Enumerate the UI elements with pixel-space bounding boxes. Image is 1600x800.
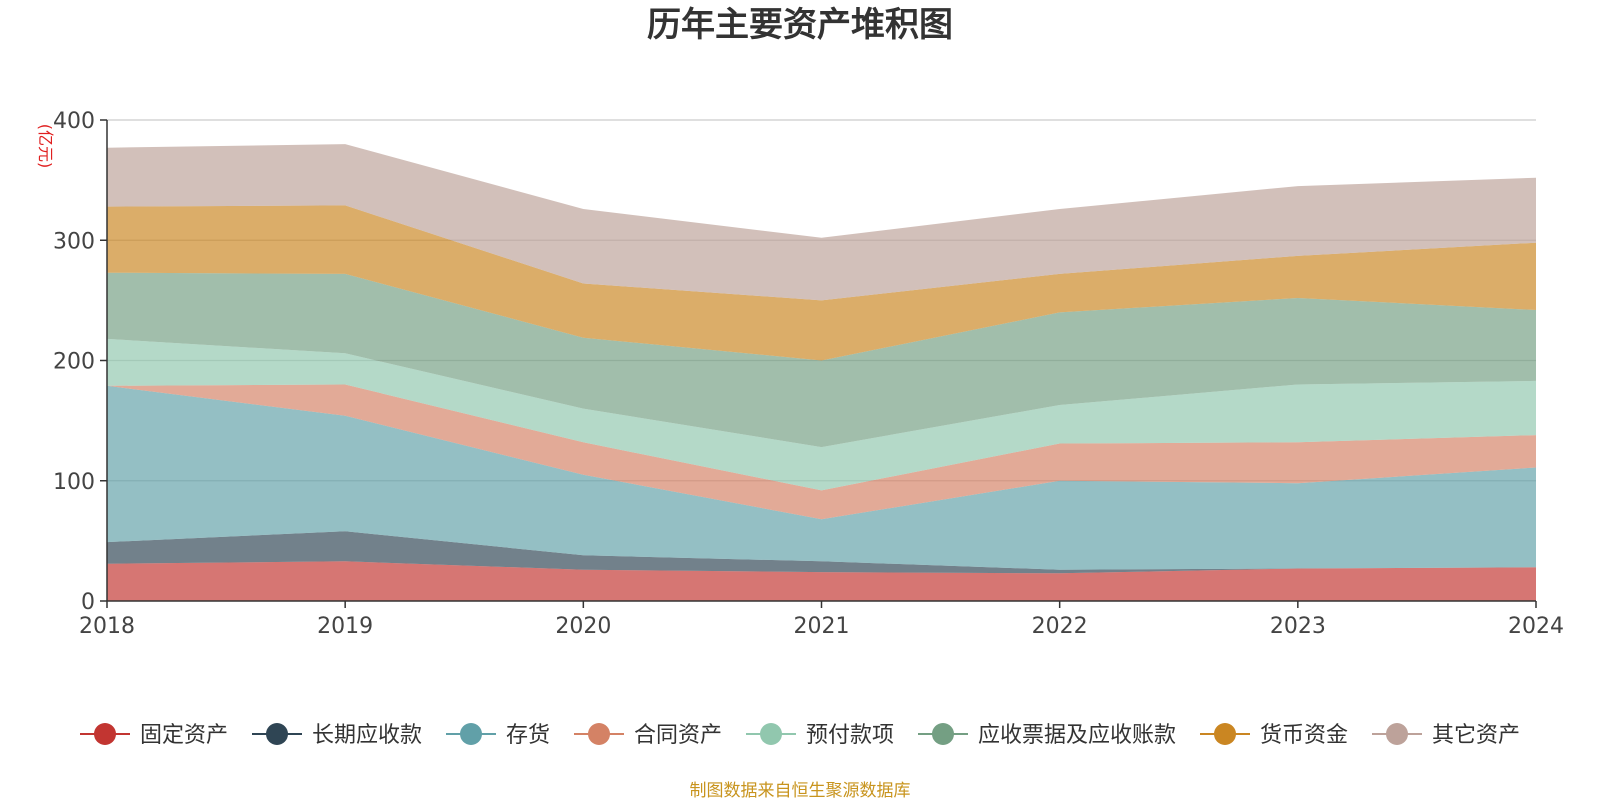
x-tick-label: 2023 <box>1270 614 1326 639</box>
legend-item-1[interactable]: 固定资产 <box>80 723 228 748</box>
legend-item-2[interactable]: 长期应收款 <box>252 723 422 748</box>
legend-label: 其它资产 <box>1432 723 1520 748</box>
chart-title: 历年主要资产堆积图 <box>647 5 953 45</box>
legend-item-5[interactable]: 预付款项 <box>746 723 894 748</box>
legend-label: 合同资产 <box>634 723 722 748</box>
legend-item-7[interactable]: 货币资金 <box>1200 723 1348 748</box>
legend-item-8[interactable]: 其它资产 <box>1372 723 1520 748</box>
legend-label: 货币资金 <box>1260 723 1348 748</box>
area-series-1[interactable] <box>107 561 1536 601</box>
legend-marker <box>588 723 610 745</box>
x-tick-label: 2020 <box>555 614 611 639</box>
data-source-note: 制图数据来自恒生聚源数据库 <box>690 781 911 800</box>
y-axis-unit: (亿元) <box>36 124 55 169</box>
legend-item-4[interactable]: 合同资产 <box>574 723 722 748</box>
y-tick-label: 300 <box>53 229 95 254</box>
y-tick-label: 0 <box>81 590 95 615</box>
area-series-2[interactable] <box>107 531 1536 574</box>
x-tick-label: 2018 <box>79 614 135 639</box>
legend-label: 长期应收款 <box>312 723 422 748</box>
y-tick-label: 100 <box>53 470 95 495</box>
area-series <box>107 144 1536 601</box>
area-series-7[interactable] <box>107 205 1536 361</box>
area-series-4[interactable] <box>107 384 1536 520</box>
x-tick-label: 2019 <box>317 614 373 639</box>
legend-item-3[interactable]: 存货 <box>446 723 550 748</box>
area-series-5[interactable] <box>107 338 1536 491</box>
area-series-6[interactable] <box>107 272 1536 448</box>
legend-item-6[interactable]: 应收票据及应收账款 <box>918 723 1176 748</box>
y-axis-ticks: 0 100 200 300 400 <box>53 109 107 615</box>
y-tick-label: 200 <box>53 350 95 375</box>
x-tick-label: 2021 <box>794 614 850 639</box>
legend-marker <box>1386 723 1408 745</box>
legend-marker <box>1214 723 1236 745</box>
legend: 固定资产 长期应收款 存货 合同资产 预付款项 应收票据及应收账款 货币资金 其它资产 <box>80 723 1520 748</box>
x-tick-label: 2022 <box>1032 614 1088 639</box>
legend-label: 预付款项 <box>806 723 894 748</box>
legend-label: 应收票据及应收账款 <box>978 723 1176 748</box>
legend-label: 存货 <box>506 723 550 748</box>
x-axis-ticks: 2018 2019 2020 2021 2022 2023 2024 <box>79 601 1564 639</box>
legend-marker <box>266 723 288 745</box>
legend-label: 固定资产 <box>140 723 228 748</box>
legend-marker <box>932 723 954 745</box>
legend-marker <box>760 723 782 745</box>
legend-marker <box>460 723 482 745</box>
y-tick-label: 400 <box>53 109 95 134</box>
legend-marker <box>94 723 116 745</box>
area-series-3[interactable] <box>107 385 1536 570</box>
x-tick-label: 2024 <box>1508 614 1564 639</box>
area-series-8[interactable] <box>107 144 1536 301</box>
